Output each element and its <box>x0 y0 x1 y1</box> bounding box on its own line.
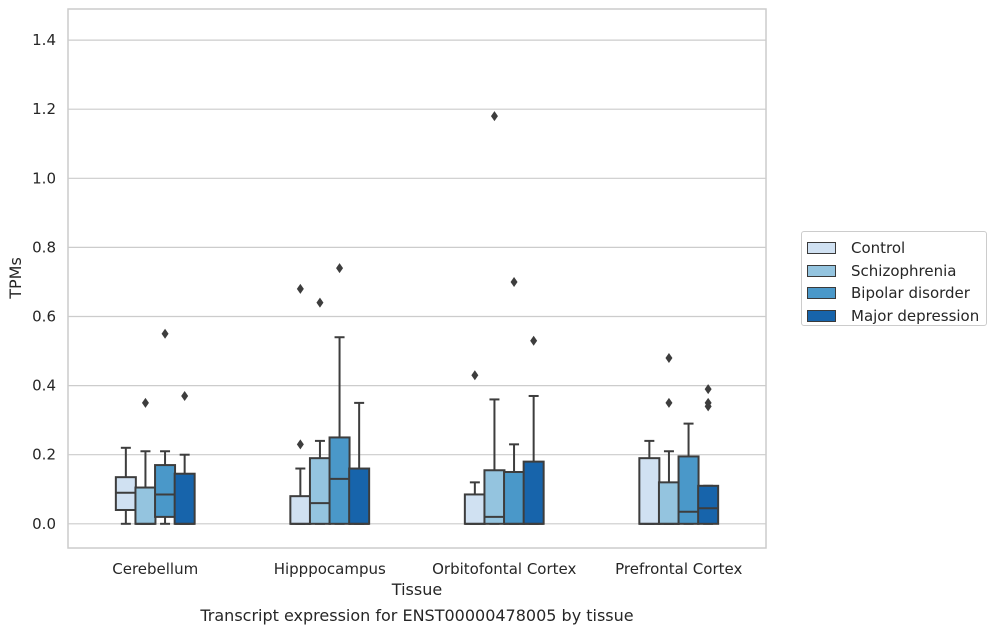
box-group <box>114 446 137 525</box>
y-tick-label: 0.8 <box>32 238 56 256</box>
box-group <box>503 276 526 525</box>
box-iqr <box>503 470 526 525</box>
box-iqr <box>289 495 312 525</box>
box-iqr <box>638 457 661 525</box>
y-tick-label: 1.2 <box>32 100 56 118</box>
y-axis-label: TPMs <box>6 257 25 300</box>
legend-item: Schizophrenia <box>807 260 986 283</box>
box-group <box>483 111 506 525</box>
box-iqr <box>154 464 177 518</box>
legend-item: Bipolar disorder <box>807 282 986 305</box>
box-iqr <box>483 469 506 525</box>
legend-swatch <box>807 264 836 277</box>
legend-swatch <box>807 287 836 300</box>
outlier-point <box>141 397 149 408</box>
chart-legend: Control Schizophrenia Bipolar disorder Majo… <box>801 231 987 326</box>
box-iqr <box>173 472 196 525</box>
box-iqr <box>134 486 157 525</box>
x-axis-label: Tissue <box>391 580 442 599</box>
legend-swatch <box>807 309 836 322</box>
box-group <box>154 328 177 525</box>
outlier-point <box>336 263 344 274</box>
outlier-point <box>161 328 169 339</box>
box-group <box>677 422 700 525</box>
box-group <box>463 370 486 525</box>
y-tick-label: 0.0 <box>32 515 56 533</box>
outlier-point <box>704 384 712 395</box>
outlier-point <box>490 111 498 122</box>
chart-caption: Transcript expression for ENST0000047800… <box>200 606 634 625</box>
legend-label: Schizophrenia <box>851 261 957 280</box>
legend-item: Control <box>807 237 986 260</box>
legend-label: Control <box>851 239 906 258</box>
outlier-point <box>510 276 518 287</box>
outlier-point <box>665 352 673 363</box>
box-group <box>348 401 371 525</box>
x-tick-label: Orbitofontal Cortex <box>432 560 576 578</box>
box-group <box>657 352 680 525</box>
box-iqr <box>308 457 331 525</box>
box-group <box>638 439 661 525</box>
box-group <box>697 384 720 525</box>
box-iqr <box>697 484 720 525</box>
outlier-point <box>530 335 538 346</box>
outlier-point <box>296 283 304 294</box>
y-tick-label: 0.4 <box>32 377 56 395</box>
box-iqr <box>657 481 680 525</box>
box-group <box>308 297 331 525</box>
x-tick-labels: Cerebellum Hipppocampus Orbitofontal Corte… <box>112 560 742 578</box>
box-iqr <box>348 467 371 525</box>
y-tick-label: 0.6 <box>32 308 56 326</box>
grid-lines <box>68 39 766 525</box>
outlier-point <box>316 297 324 308</box>
box-group <box>522 335 545 525</box>
box-series <box>114 111 720 525</box>
legend-label: Bipolar disorder <box>851 284 970 303</box>
box-group <box>328 263 351 525</box>
box-iqr <box>328 436 351 525</box>
y-tick-label: 1.4 <box>32 31 56 49</box>
x-tick-label: Prefrontal Cortex <box>615 560 742 578</box>
box-iqr <box>677 455 700 525</box>
x-tick-label: Hipppocampus <box>274 560 386 578</box>
outlier-point <box>181 390 189 401</box>
y-tick-labels: 0.0 0.2 0.4 0.6 0.8 1.0 1.2 1.4 <box>32 31 56 533</box>
box-group <box>289 283 312 525</box>
box-iqr <box>463 493 486 525</box>
y-tick-label: 0.2 <box>32 446 56 464</box>
x-tick-label: Cerebellum <box>112 560 198 578</box>
outlier-point <box>296 439 304 450</box>
legend-item: Major depression <box>807 305 986 328</box>
box-group <box>134 397 157 525</box>
legend-label: Major depression <box>851 306 980 325</box>
legend-swatch <box>807 242 836 255</box>
plot-area-frame <box>67 8 767 549</box>
box-group <box>173 390 196 525</box>
outlier-point <box>471 370 479 381</box>
outlier-point <box>665 397 673 408</box>
outlier-point <box>704 397 712 408</box>
y-tick-label: 1.0 <box>32 169 56 187</box>
box-iqr <box>522 460 545 525</box>
